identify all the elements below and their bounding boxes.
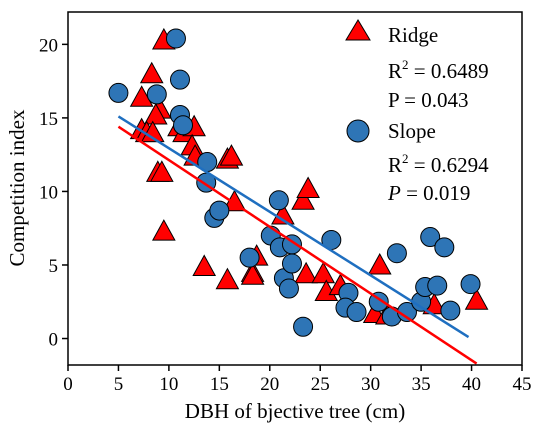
- slope-point-33: [460, 274, 481, 295]
- slope-point-31: [434, 237, 455, 258]
- plot-area-frame: [67, 11, 523, 366]
- x-tick-label-0: 0: [63, 374, 73, 395]
- slope-point-0: [108, 82, 129, 103]
- slope-point-22: [346, 302, 367, 323]
- ridge-point-25: [291, 188, 315, 210]
- legend-slope-label: Slope: [388, 119, 436, 143]
- slope-point-10: [239, 247, 260, 268]
- legend: Ridge R2 = 0.6489 P = 0.043 Slope R2 = 0…: [345, 19, 489, 205]
- slope-point-32: [440, 300, 461, 321]
- ridge-point-16: [149, 160, 174, 182]
- ridge-point-22: [240, 263, 265, 285]
- slope-r-squared: R2 = 0.6294: [388, 151, 489, 177]
- regression-lines: [117, 115, 478, 365]
- slope-p-value: P = 0.019: [387, 181, 470, 205]
- y-tick-label-10: 10: [39, 182, 58, 203]
- ridge-point-28: [311, 261, 336, 284]
- y-tick-label-0: 0: [49, 330, 59, 351]
- slope-point-16: [281, 253, 302, 274]
- y-tick-label-20: 20: [39, 35, 58, 56]
- x-tick-label-35: 35: [412, 374, 431, 395]
- x-tick-label-30: 30: [361, 374, 380, 395]
- ridge-r-squared: R2 = 0.6489: [388, 57, 489, 83]
- legend-slope-marker: [346, 119, 370, 143]
- slope-fit-line: [117, 115, 470, 339]
- x-tick-label-25: 25: [311, 374, 330, 395]
- ridge-point-19: [192, 254, 217, 276]
- ridge-point-26: [296, 176, 320, 198]
- ridge-point-1: [139, 61, 164, 84]
- x-axis-title: DBH of bjective tree (cm): [185, 399, 405, 423]
- slope-point-29: [420, 227, 441, 248]
- legend-ridge-label: Ridge: [388, 23, 438, 47]
- ridge-point-17: [151, 219, 176, 241]
- x-tick-label-40: 40: [462, 374, 481, 395]
- x-tick-label-20: 20: [260, 374, 279, 395]
- x-tick-label-5: 5: [114, 374, 124, 395]
- slope-point-2: [165, 28, 186, 49]
- slope-point-25: [386, 243, 407, 264]
- ridge-point-31: [367, 252, 392, 275]
- slope-series-markers: [108, 28, 481, 337]
- ridge-point-35: [464, 288, 489, 310]
- legend-ridge-marker: [345, 19, 371, 41]
- x-tick-label-10: 10: [159, 374, 178, 395]
- slope-point-3: [169, 69, 190, 90]
- x-tick-label-15: 15: [210, 374, 229, 395]
- slope-point-18: [293, 316, 314, 337]
- slope-point-12: [268, 190, 289, 211]
- ridge-fit-line: [117, 125, 478, 365]
- slope-point-30: [427, 275, 448, 296]
- y-tick-label-15: 15: [39, 109, 58, 130]
- ridge-point-24: [271, 202, 295, 225]
- ridge-point-4: [143, 102, 168, 125]
- ridge-point-27: [294, 261, 318, 284]
- y-axis-title: Competition index: [5, 109, 29, 266]
- slope-point-17: [278, 278, 299, 299]
- x-tick-label-45: 45: [513, 374, 532, 395]
- slope-point-1: [146, 84, 167, 105]
- ridge-point-20: [215, 267, 240, 290]
- ridge-point-7: [140, 120, 165, 143]
- axis-ticks: 0 5 10 15 20 25 30 35 40 45 0 5 10 15 20: [39, 35, 532, 395]
- slope-point-5: [173, 115, 194, 136]
- slope-point-9: [209, 200, 230, 221]
- ridge-p-value: P = 0.043: [388, 88, 469, 112]
- y-tick-label-5: 5: [49, 256, 59, 277]
- ridge-point-14: [219, 144, 244, 166]
